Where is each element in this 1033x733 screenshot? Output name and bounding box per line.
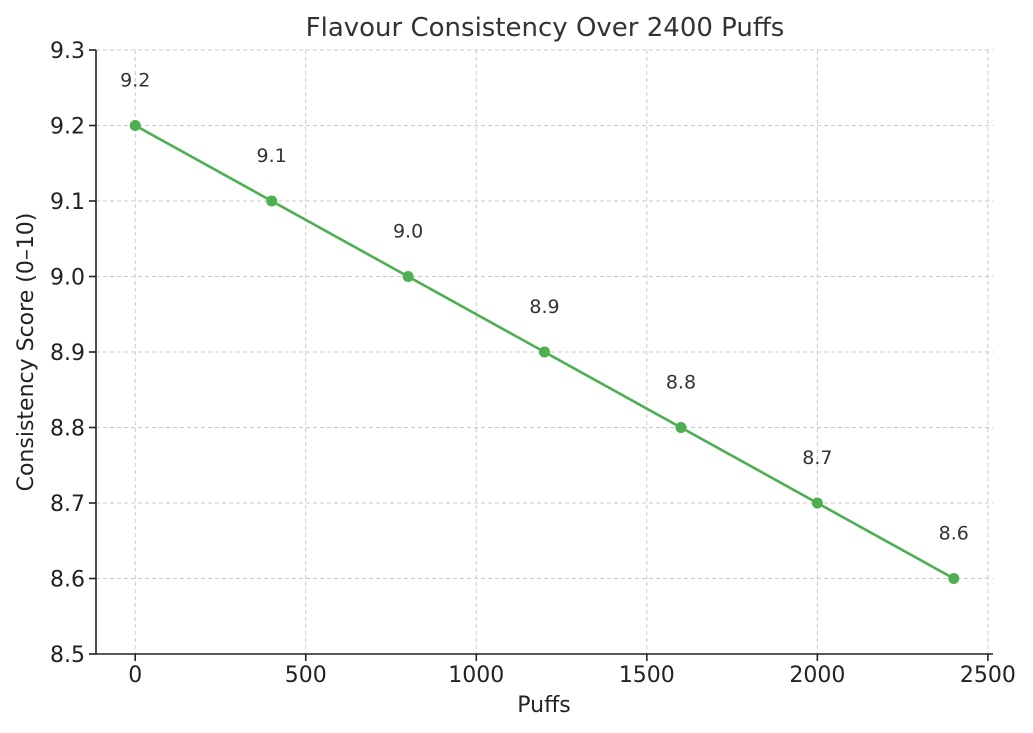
y-tick-label: 8.9 [50, 341, 85, 366]
y-tick-label: 8.5 [50, 643, 85, 668]
x-axis-label: Puffs [517, 693, 570, 718]
x-tick-label: 2500 [960, 663, 1016, 688]
y-tick-label: 9.2 [50, 115, 85, 140]
series-layer [129, 120, 960, 584]
x-tick-label: 1000 [448, 663, 504, 688]
y-tick-label: 8.6 [50, 568, 85, 593]
data-point [948, 573, 960, 584]
y-axis-label: Consistency Score (0–10) [14, 213, 39, 492]
y-tick-label: 8.8 [50, 417, 85, 442]
data-label: 9.1 [257, 145, 287, 167]
data-point [539, 346, 550, 358]
y-tick-label: 8.7 [50, 492, 85, 517]
x-tick-label: 1500 [619, 663, 675, 688]
chart-title: Flavour Consistency Over 2400 Puffs [306, 13, 785, 43]
y-tick-label: 9.3 [50, 39, 85, 64]
x-axis-ticks: 0 500 1000 1500 2000 2500 [128, 654, 1016, 688]
data-label: 8.8 [666, 372, 696, 394]
x-tick-label: 500 [285, 663, 327, 688]
data-point [811, 497, 823, 509]
data-point [266, 195, 278, 207]
data-labels: 9.2 9.1 9.0 8.9 8.8 8.7 8.6 [120, 70, 969, 545]
data-point [402, 271, 414, 282]
data-point [675, 422, 687, 433]
x-tick-label: 0 [128, 663, 142, 688]
y-tick-label: 9.1 [50, 190, 85, 215]
data-label: 9.2 [120, 70, 150, 92]
data-label: 8.9 [529, 296, 559, 318]
data-label: 8.6 [939, 523, 969, 545]
y-axis-ticks: 8.5 8.6 8.7 8.8 8.9 9.0 9.1 9.2 9.3 [50, 39, 96, 668]
x-tick-label: 2000 [789, 663, 845, 688]
y-tick-label: 9.0 [50, 266, 85, 291]
data-point [129, 120, 141, 131]
data-label: 8.7 [802, 447, 832, 469]
data-label: 9.0 [393, 221, 423, 243]
